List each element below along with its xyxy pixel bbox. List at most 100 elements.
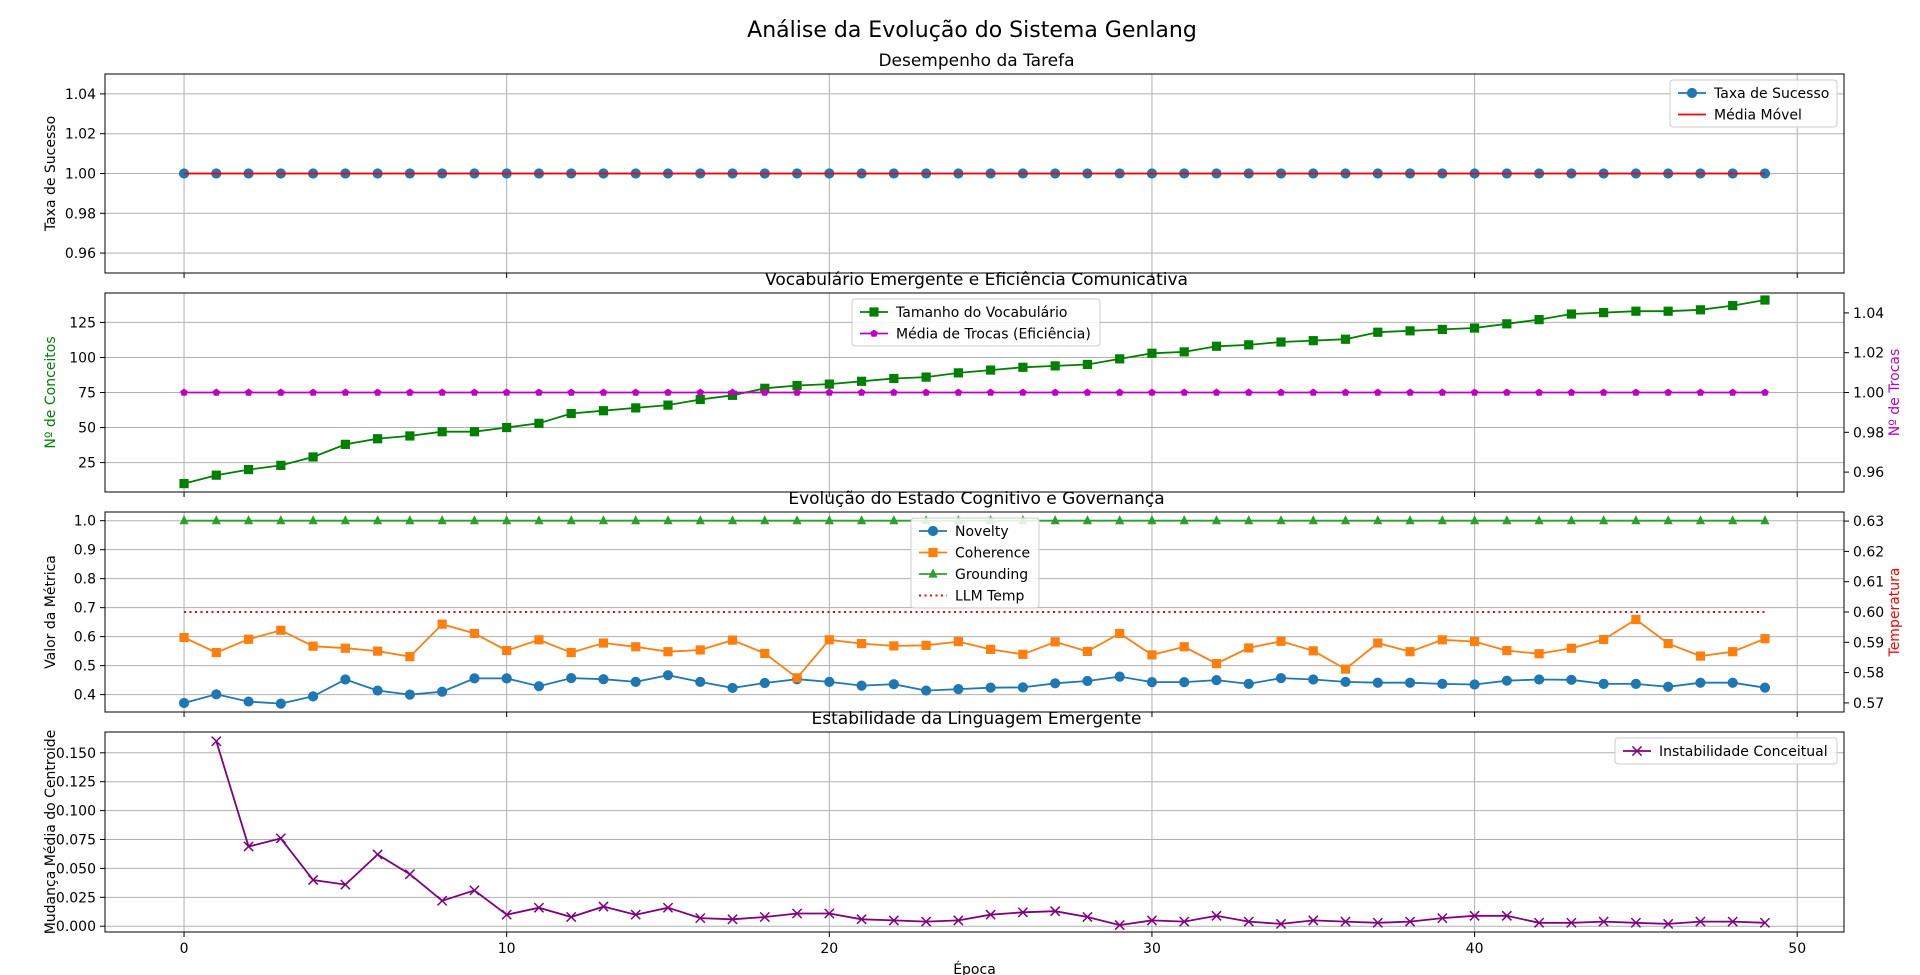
data-point	[1276, 337, 1286, 347]
data-point	[793, 388, 801, 396]
data-point	[1760, 515, 1770, 525]
data-point	[856, 680, 867, 691]
data-point	[275, 698, 286, 709]
y-tick-label: 125	[69, 315, 96, 331]
legend-box	[1669, 79, 1838, 128]
data-point	[792, 380, 802, 391]
data-point	[307, 691, 319, 702]
y-tick-label: 0.4	[74, 688, 96, 704]
data-point	[212, 388, 221, 396]
legend-label: Novelty	[955, 524, 1009, 540]
data-point	[695, 676, 706, 687]
data-point	[502, 645, 512, 656]
data-point	[277, 388, 285, 396]
data-point	[824, 635, 834, 645]
panel-title: Vocabulário Emergente e Eficiência Comun…	[765, 270, 1188, 290]
data-point	[1244, 388, 1253, 396]
data-point	[663, 400, 673, 410]
data-point	[986, 388, 995, 396]
data-point	[953, 684, 964, 695]
data-point	[662, 670, 674, 681]
data-point	[1502, 515, 1512, 525]
y-tick-label: 0.8	[74, 572, 96, 588]
data-point	[598, 638, 609, 648]
data-point	[662, 902, 674, 913]
data-point	[759, 677, 770, 689]
data-point	[308, 515, 318, 525]
data-point	[1372, 917, 1383, 928]
y-right-tick-label: 1.04	[1853, 306, 1884, 322]
data-point	[243, 696, 254, 707]
data-point	[1147, 650, 1157, 660]
data-point	[1276, 515, 1286, 525]
data-point	[664, 388, 672, 396]
data-point	[534, 515, 544, 525]
x-tick-label: 50	[1788, 941, 1806, 957]
panel-4: 0 10 20 30 40 50 0.000 0.025 0.050 0.075 0.100 0.12…	[43, 709, 1845, 975]
data-point	[1437, 324, 1447, 335]
y-right-tick-label: 0.63	[1853, 514, 1884, 530]
data-point	[1760, 634, 1770, 644]
data-point	[340, 515, 350, 525]
data-point	[1275, 672, 1287, 684]
data-point	[438, 388, 446, 396]
data-point	[1566, 643, 1576, 653]
y-right-tick-label: 0.62	[1853, 544, 1884, 560]
data-point	[179, 478, 189, 489]
data-point	[1373, 327, 1383, 337]
data-point	[469, 427, 480, 437]
data-point	[695, 394, 705, 405]
data-point	[566, 515, 576, 525]
data-point	[1244, 643, 1254, 653]
y-right-axis-label: Nº de Trocas	[1887, 349, 1903, 437]
data-point	[1695, 677, 1706, 688]
data-point	[631, 388, 640, 396]
data-point	[695, 515, 705, 525]
data-point	[1211, 515, 1222, 525]
data-point	[1728, 388, 1737, 396]
data-point	[1663, 918, 1674, 930]
data-point	[1179, 515, 1189, 525]
panel-3: 0.4 0.5 0.6 0.7 0.8 0.9 1.0 0.57 0.58 0.59 0.60 0.6…	[43, 489, 1903, 717]
data-point	[1534, 649, 1544, 659]
data-point	[1663, 515, 1673, 525]
legend-marker	[927, 525, 939, 537]
data-point	[1599, 308, 1609, 318]
y-tick-label: 0.100	[56, 804, 96, 820]
data-point	[1017, 682, 1028, 693]
legend-label: Tamanho do Vocabulário	[895, 305, 1067, 321]
data-point	[922, 388, 930, 396]
data-point	[1115, 628, 1125, 639]
data-point	[244, 388, 253, 396]
data-point	[243, 634, 254, 644]
data-point	[405, 515, 415, 525]
legend-marker	[928, 547, 938, 558]
data-point	[1308, 646, 1318, 656]
legend-marker	[1686, 87, 1698, 99]
data-point	[1727, 677, 1738, 688]
data-point	[1179, 677, 1190, 688]
data-point	[1566, 674, 1577, 685]
data-point	[1212, 388, 1221, 396]
data-point	[1503, 388, 1511, 396]
data-point	[695, 645, 705, 655]
data-point	[566, 408, 576, 419]
data-point	[566, 647, 576, 658]
y-tick-label: 0.96	[65, 246, 96, 262]
data-point	[1114, 671, 1125, 682]
data-point	[856, 638, 867, 649]
y-tick-label: 0.000	[56, 919, 96, 935]
data-point	[1082, 359, 1093, 370]
data-point	[469, 673, 480, 684]
y-right-axis-label: Temperatura	[1887, 568, 1903, 658]
data-point	[1148, 388, 1156, 396]
data-point	[308, 452, 318, 462]
panel-2: 25 50 75 100 125 0.96 0.98 1.00 1.02 1.04 Vocabulá…	[43, 270, 1903, 497]
data-point	[1406, 388, 1414, 396]
data-point	[599, 388, 608, 396]
legend-label: Coherence	[955, 546, 1030, 562]
data-point	[502, 422, 512, 433]
data-point	[1437, 635, 1447, 645]
data-point	[276, 515, 286, 525]
data-point	[856, 376, 867, 386]
